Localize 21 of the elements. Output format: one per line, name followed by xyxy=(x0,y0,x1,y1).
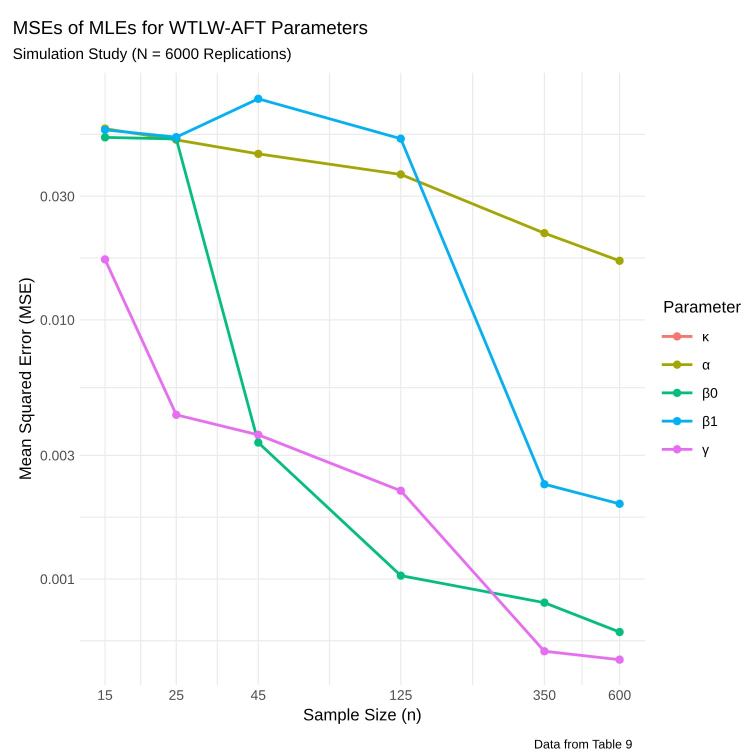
x-tick-label: 600 xyxy=(608,690,631,700)
y-tick-label: 0.010 xyxy=(40,315,74,326)
y-axis-title: Mean Squared Error (MSE) xyxy=(18,278,34,479)
legend-label: κ xyxy=(703,334,710,342)
x-tick-label: 45 xyxy=(250,690,266,700)
x-axis-title: Sample Size (n) xyxy=(304,708,421,724)
y-tick-label: 0.030 xyxy=(40,192,74,202)
legend-label: β1 xyxy=(703,416,718,429)
chart-subtitle: Simulation Study (N = 6000 Replications) xyxy=(13,48,291,62)
y-tick-label: 0.001 xyxy=(40,574,74,584)
x-tick-label: 15 xyxy=(98,690,112,700)
legend-label: γ xyxy=(702,446,709,458)
legend-title: Parameter xyxy=(664,301,741,313)
x-tick-label: 25 xyxy=(169,690,184,700)
y-tick-label: 0.003 xyxy=(40,450,74,461)
text: Data from Table 9 xyxy=(535,739,632,749)
legend-label: β0 xyxy=(703,388,718,401)
legend-label: α xyxy=(702,362,710,370)
x-tick-label: 350 xyxy=(533,690,556,700)
chart-title: MSEs of MLEs for WTLW-AFT Parameters xyxy=(14,20,368,34)
x-tick-label: 125 xyxy=(390,690,412,700)
